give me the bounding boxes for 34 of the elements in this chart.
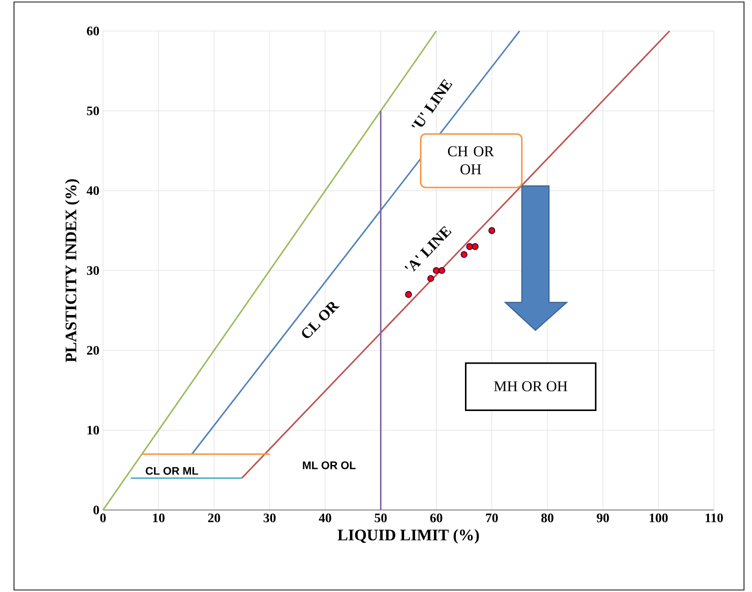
annotation: ML OR OL [302, 461, 356, 470]
annotation: MH OR OH [494, 381, 568, 392]
point [405, 291, 412, 298]
x-tick-label: 0 [100, 514, 106, 522]
x-tick-label: 80 [541, 514, 554, 522]
point [466, 243, 474, 250]
point [427, 275, 434, 282]
y-tick-label: 30 [86, 266, 99, 275]
y-tick-label: 0 [93, 506, 99, 514]
y-tick-label: 10 [88, 426, 99, 435]
x-tick-label: 70 [486, 514, 498, 522]
x-tick-label: 90 [596, 514, 609, 522]
point [438, 267, 446, 274]
annotation: CL OR [302, 302, 340, 338]
x-axis-title: LIQUID LIMIT (%) [338, 529, 479, 544]
y-tick-label: 40 [86, 186, 99, 196]
point [432, 267, 440, 274]
point [460, 251, 468, 258]
x-tick-label: 60 [430, 514, 442, 522]
annotation: CL OR ML [146, 467, 198, 475]
point [488, 227, 496, 234]
x-tick-label: 110 [706, 514, 723, 522]
point [472, 243, 479, 250]
y-axis-title: PLASTICITY INDEX (%) [65, 179, 80, 362]
x-tick-label: 20 [208, 514, 220, 522]
y-tick-label: 50 [86, 106, 99, 116]
annotation: CH OR OH [448, 146, 494, 174]
x-tick-label: 50 [374, 514, 387, 522]
x-tick-label: 10 [153, 514, 165, 522]
y-tick-label: 20 [87, 346, 99, 355]
x-tick-label: 40 [318, 514, 332, 522]
y-tick-label: 60 [86, 26, 99, 36]
x-tick-label: 30 [264, 514, 276, 522]
x-tick-label: 100 [650, 514, 668, 522]
